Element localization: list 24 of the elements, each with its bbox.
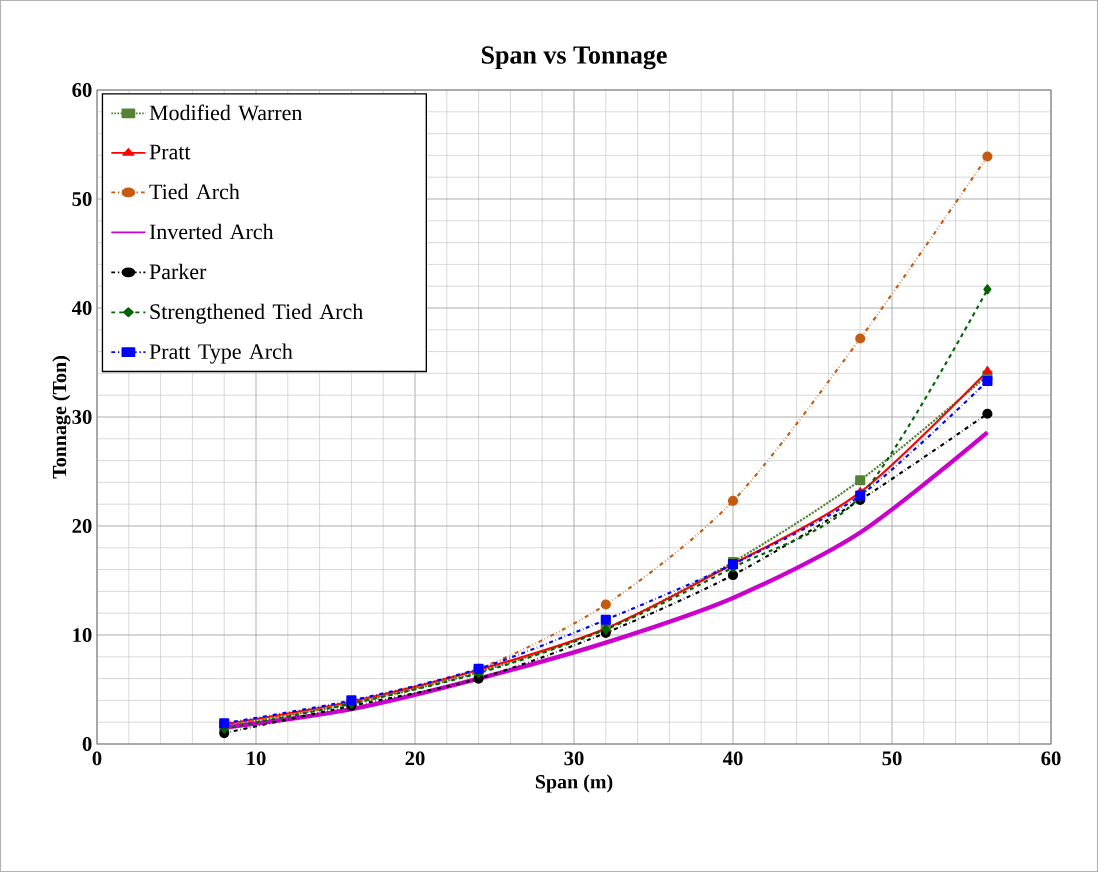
legend-label: Modified Warren <box>149 104 303 121</box>
legend-label: Strengthened Tied Arch <box>150 303 363 324</box>
legend-label: Pratt Type Arch <box>149 343 293 364</box>
y-tick-label: 0 <box>82 737 92 751</box>
y-tick-label: 10 <box>73 628 92 642</box>
x-tick-label: 10 <box>247 751 266 766</box>
x-axis-title: Span (m) <box>535 774 613 793</box>
x-tick-label: 40 <box>722 751 743 766</box>
x-tick-label: 50 <box>882 751 902 766</box>
y-tick-label: 20 <box>72 519 92 533</box>
legend-label: Parker <box>149 263 207 280</box>
y-tick-label: 60 <box>72 83 92 97</box>
y-tick-label: 40 <box>71 301 92 315</box>
x-tick-label: 0 <box>92 751 102 766</box>
x-tick-label: 60 <box>1041 751 1061 766</box>
legend-label: Pratt <box>149 144 191 160</box>
y-tick-label: 50 <box>72 192 92 206</box>
legend-label: Inverted Arch <box>149 223 274 240</box>
chart-title: Span vs Tonnage <box>481 46 667 70</box>
x-tick-label: 20 <box>405 751 425 766</box>
x-tick-label: 30 <box>564 751 584 766</box>
legend-label: Tied Arch <box>149 183 240 200</box>
y-tick-label: 30 <box>72 410 92 424</box>
y-axis-title: Tonnage (Ton) <box>52 356 71 479</box>
